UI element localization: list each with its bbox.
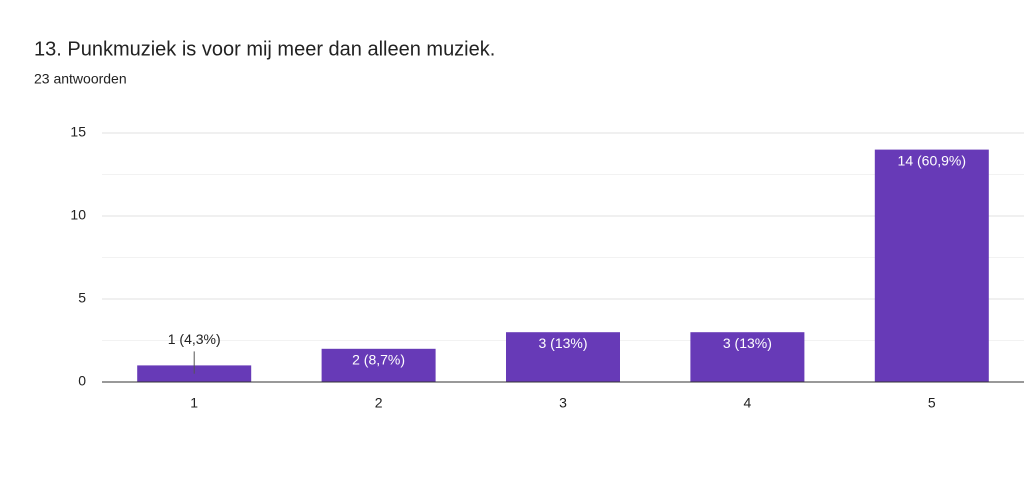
data-label: 3 (13%) — [723, 335, 772, 351]
x-tick-label: 5 — [928, 395, 936, 411]
y-tick-label: 5 — [78, 290, 86, 306]
data-label: 1 (4,3%) — [168, 331, 221, 347]
y-tick-label: 10 — [70, 207, 86, 223]
data-label: 14 (60,9%) — [898, 152, 966, 168]
x-tick-label: 4 — [744, 395, 752, 411]
bar — [321, 348, 436, 382]
y-tick-label: 15 — [70, 124, 86, 140]
bar — [506, 332, 620, 382]
bar — [874, 149, 989, 382]
y-tick-label: 0 — [78, 373, 86, 389]
bar — [690, 332, 805, 382]
chart-title: 13. Punkmuziek is voor mij meer dan alle… — [34, 38, 495, 60]
x-tick-label: 1 — [190, 395, 198, 411]
data-label: 2 (8,7%) — [352, 352, 405, 368]
data-label: 3 (13%) — [538, 335, 587, 351]
x-tick-label: 2 — [375, 395, 383, 411]
x-tick-label: 3 — [559, 395, 567, 411]
chart-subtitle: 23 antwoorden — [34, 71, 127, 87]
